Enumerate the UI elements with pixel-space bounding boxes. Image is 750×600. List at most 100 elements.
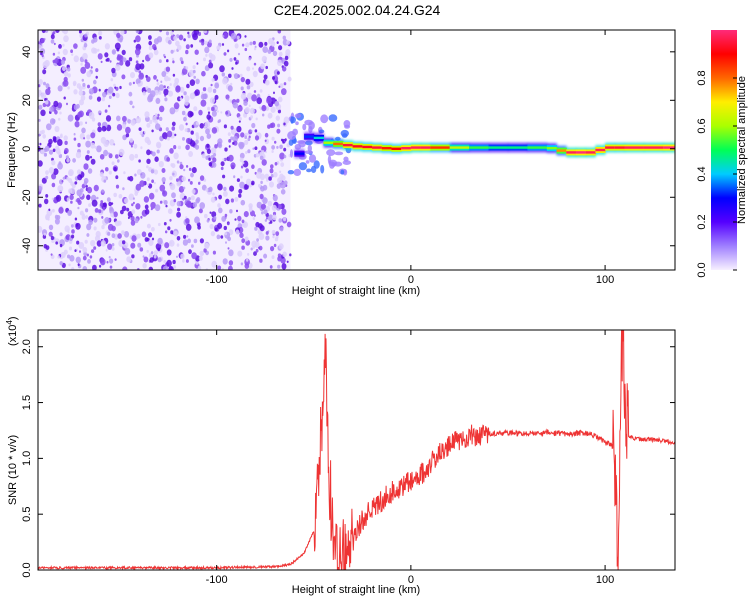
noise-blob	[100, 136, 107, 144]
noise-blob	[213, 216, 217, 220]
snr-frame	[37, 329, 676, 571]
noise-blob	[206, 114, 211, 120]
noise-blob	[93, 184, 99, 192]
noise-blob	[277, 30, 282, 34]
noise-blob	[94, 208, 99, 213]
noise-blob	[197, 265, 202, 270]
noise-blob	[62, 48, 68, 56]
transition-blob	[287, 131, 296, 140]
noise-blob	[130, 215, 135, 222]
noise-blob	[256, 201, 262, 209]
noise-blob	[38, 84, 41, 88]
noise-blob	[176, 255, 178, 258]
noise-blob	[156, 36, 163, 43]
noise-blob	[55, 241, 58, 245]
noise-blob	[234, 43, 239, 49]
noise-blob	[233, 175, 236, 179]
snr-y-multiplier: (x104)	[5, 316, 19, 346]
noise-blob	[271, 204, 277, 211]
noise-blob	[255, 153, 260, 158]
noise-blob	[191, 252, 197, 260]
noise-blob	[179, 97, 183, 101]
noise-blob	[38, 185, 43, 192]
noise-blob	[169, 83, 172, 86]
noise-blob	[48, 167, 55, 174]
noise-blob	[187, 238, 192, 244]
noise-blob	[86, 150, 90, 154]
noise-blob	[278, 243, 284, 250]
noise-blob	[91, 47, 97, 54]
noise-blob	[255, 248, 259, 253]
ridge-peak-seg	[575, 151, 587, 154]
transition-blob	[302, 123, 307, 131]
noise-blob	[262, 46, 269, 53]
noise-blob	[164, 97, 168, 102]
noise-blob	[282, 66, 287, 72]
noise-blob	[146, 149, 151, 156]
noise-blob	[132, 105, 135, 109]
noise-blob	[237, 105, 243, 112]
noise-blob	[191, 244, 194, 248]
noise-blob	[203, 125, 207, 130]
noise-blob	[46, 123, 52, 131]
noise-blob	[259, 89, 263, 93]
noise-blob	[134, 218, 139, 224]
noise-blob	[275, 231, 280, 237]
noise-blob	[186, 165, 189, 168]
noise-blob	[98, 36, 102, 40]
noise-blob	[107, 231, 111, 236]
noise-blob	[190, 172, 194, 178]
noise-blob	[231, 67, 234, 70]
noise-blob	[185, 144, 190, 151]
noise-blob	[207, 106, 211, 111]
noise-blob	[150, 201, 156, 209]
noise-blob	[151, 151, 156, 157]
noise-blob	[125, 126, 131, 134]
noise-blob	[211, 260, 217, 268]
noise-blob	[204, 213, 208, 219]
noise-blob	[199, 123, 205, 129]
noise-blob	[89, 155, 93, 159]
noise-blob	[198, 181, 201, 185]
noise-blob	[169, 183, 174, 189]
noise-blob	[90, 240, 96, 247]
noise-blob	[227, 85, 233, 91]
noise-blob	[158, 84, 164, 91]
spectrogram-x-label: Height of straight line (km)	[292, 285, 420, 297]
noise-blob	[96, 96, 102, 102]
noise-blob	[173, 102, 180, 110]
noise-blob	[108, 255, 111, 259]
noise-blob	[183, 195, 187, 200]
noise-blob	[282, 251, 287, 258]
noise-blob	[166, 157, 171, 162]
noise-blob	[153, 250, 158, 256]
noise-blob	[146, 223, 151, 229]
noise-blob	[124, 198, 129, 204]
snr-y-ticks: 0.0 0.5 1.0 1.5 2.0	[21, 339, 675, 578]
noise-blob	[265, 235, 270, 241]
noise-blob	[195, 121, 199, 126]
noise-blob	[216, 234, 221, 240]
noise-blob	[183, 91, 187, 96]
transition-blob	[327, 155, 332, 164]
noise-blob	[146, 177, 150, 181]
noise-blob	[155, 123, 161, 130]
noise-blob	[99, 264, 102, 268]
ridge-peak-seg	[430, 146, 451, 149]
noise-blob	[136, 233, 141, 239]
noise-blob	[66, 158, 70, 163]
noise-blob	[220, 111, 223, 114]
noise-blob	[223, 124, 227, 129]
noise-blob	[265, 231, 269, 235]
noise-blob	[170, 31, 174, 36]
noise-blob	[239, 152, 245, 159]
noise-blob	[210, 230, 216, 237]
noise-blob	[76, 169, 82, 175]
noise-blob	[284, 138, 287, 142]
noise-blob	[185, 44, 190, 50]
noise-blob	[111, 161, 115, 165]
noise-blob	[130, 220, 136, 226]
noise-blob	[176, 160, 180, 164]
noise-blob	[252, 245, 255, 250]
noise-blob	[177, 145, 181, 150]
